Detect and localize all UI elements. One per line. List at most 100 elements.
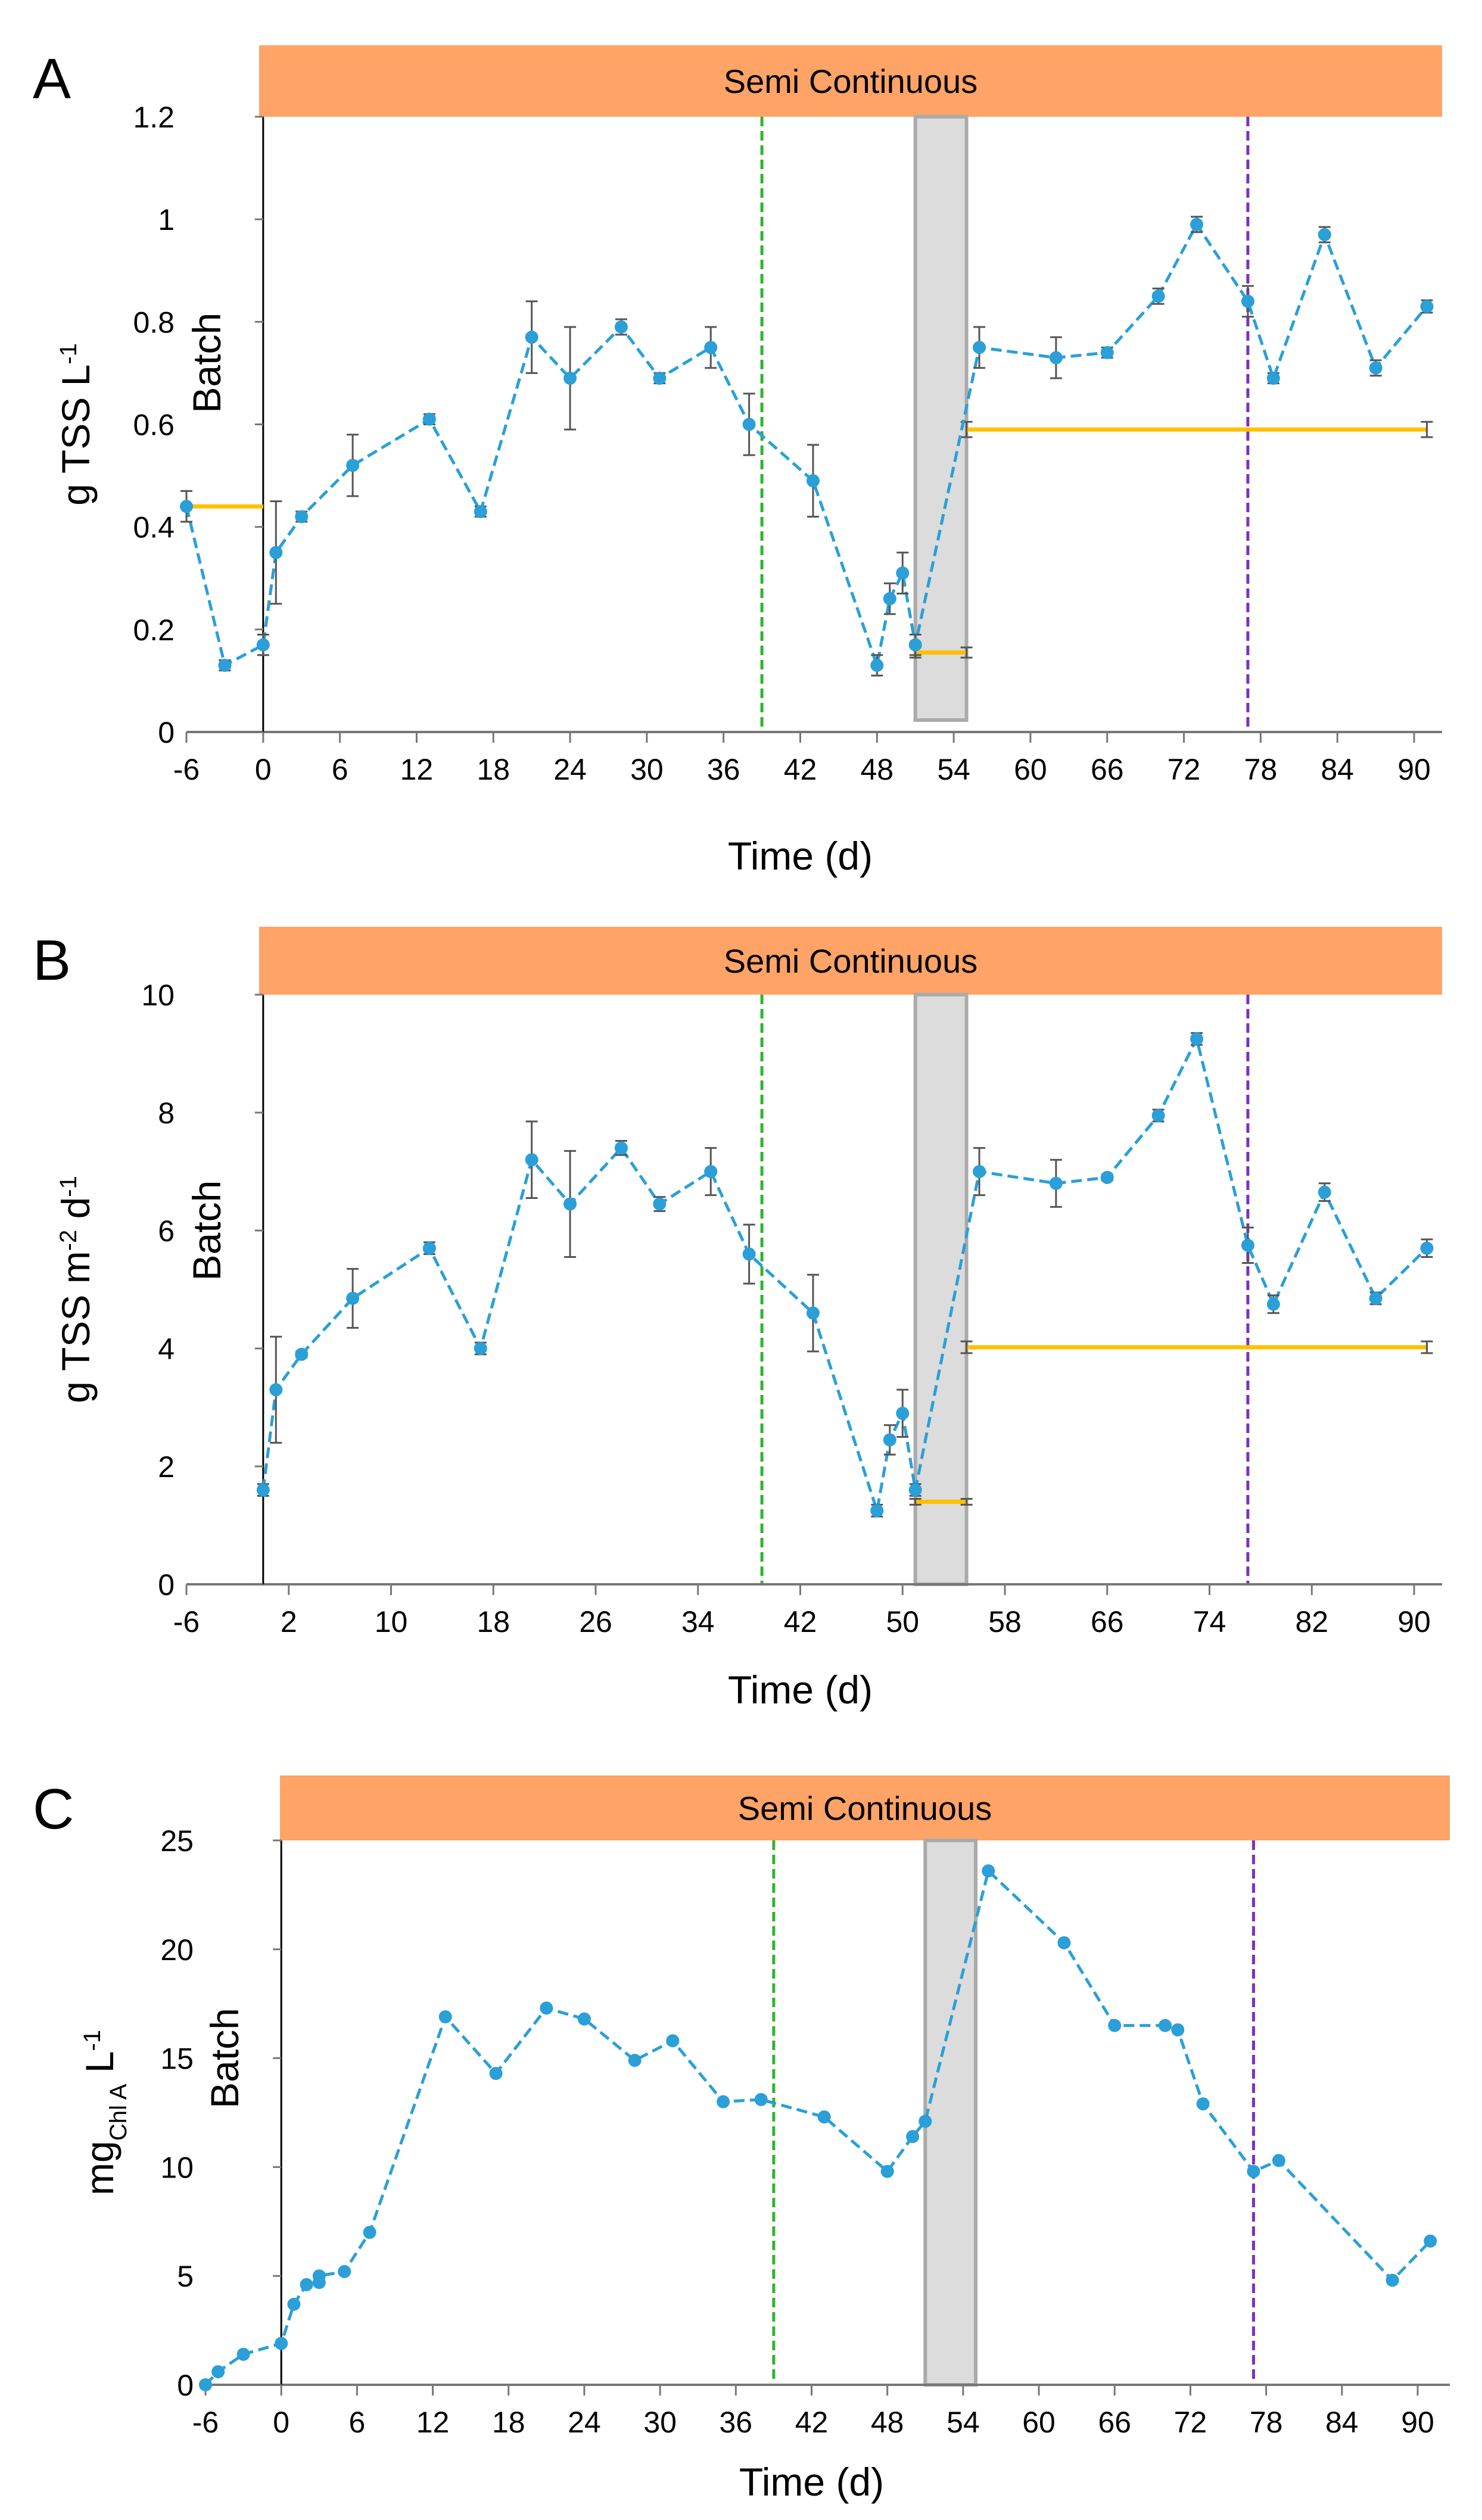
data-point: [1151, 1108, 1165, 1122]
x-tick-label: 6: [332, 753, 348, 786]
semi-continuous-band: [280, 1775, 1450, 1840]
data-point: [422, 1241, 436, 1255]
x-tick-label: 72: [1167, 753, 1201, 786]
x-tick-label: 84: [1321, 753, 1354, 786]
data-point: [908, 638, 922, 652]
x-tick-label: 24: [553, 753, 587, 786]
data-point: [1272, 2154, 1285, 2167]
y-title-part: -1: [79, 2030, 105, 2051]
data-point: [1266, 1297, 1280, 1311]
batch-label: Batch: [185, 313, 229, 413]
data-point: [742, 1247, 756, 1261]
y-tick-label: 0.2: [133, 613, 175, 647]
y-tick-label: 0.6: [133, 409, 175, 442]
x-axis-title: Time (d): [728, 1668, 873, 1712]
data-point: [973, 341, 986, 354]
data-point: [474, 1342, 487, 1355]
y-axis-title: g TSS m-2 d-1: [54, 1176, 98, 1403]
data-point: [628, 2054, 642, 2067]
x-tick-label: -6: [173, 753, 200, 786]
data-point: [1266, 372, 1280, 385]
data-point: [577, 2012, 591, 2026]
y-tick-label: 2: [158, 1450, 175, 1484]
y-title-part: L: [77, 2051, 122, 2084]
data-point: [1190, 217, 1204, 231]
batch-label: Batch: [185, 1180, 229, 1281]
y-tick-label: 1.2: [133, 101, 175, 134]
data-point: [1108, 2019, 1122, 2032]
x-tick-label: 24: [568, 2406, 601, 2439]
panel-a: A Semi Continuous -6 0 6 12 18 24 30 36 42 48 54 60 66…: [33, 45, 1442, 878]
data-point: [870, 659, 884, 672]
x-tick-label: 26: [579, 1605, 612, 1639]
x-tick-label: 12: [416, 2406, 450, 2439]
data-point: [474, 504, 487, 518]
data-point: [563, 372, 577, 385]
data-point: [312, 2269, 326, 2283]
data-point: [1057, 1936, 1071, 1949]
x-tick-label: 50: [886, 1605, 919, 1639]
y-title-part: -1: [55, 1176, 82, 1197]
data-point: [717, 2095, 730, 2108]
data-point: [563, 1197, 577, 1211]
data-point: [256, 1483, 270, 1497]
x-tick-label: -6: [192, 2406, 219, 2439]
x-tick-label: -6: [173, 1605, 200, 1639]
data-point: [489, 2067, 503, 2080]
data-point: [1190, 1032, 1204, 1046]
data-point: [338, 2264, 351, 2278]
x-tick-label: 18: [477, 1605, 510, 1639]
y-title-part: -2: [55, 1230, 82, 1251]
x-tick-label: 48: [871, 2406, 904, 2439]
x-tick-label: 42: [795, 2406, 829, 2439]
data-point: [704, 1165, 718, 1178]
data-point: [346, 1291, 360, 1305]
transition-span: [913, 993, 969, 1586]
data-point: [908, 1483, 922, 1497]
x-tick-label: 54: [937, 753, 970, 786]
batch-label: Batch: [203, 2008, 247, 2108]
y-tick-label: 0: [158, 1568, 175, 1602]
data-point: [1049, 351, 1063, 365]
x-tick-label: 36: [707, 753, 740, 786]
data-point: [1171, 2023, 1185, 2037]
data-point: [275, 2337, 288, 2350]
x-tick-label: 30: [643, 2406, 677, 2439]
y-tick-label: 10: [160, 2151, 194, 2184]
data-point: [666, 2034, 680, 2048]
x-tick-label: 18: [492, 2406, 525, 2439]
data-point: [1318, 1185, 1331, 1199]
data-point: [653, 1197, 667, 1211]
y-tick-label: 0.8: [133, 306, 175, 339]
y-tick-label: 5: [177, 2260, 194, 2293]
y-tick-label: 8: [158, 1097, 175, 1130]
data-point: [346, 459, 360, 472]
data-point: [817, 2110, 831, 2124]
x-tick-label: 78: [1250, 2406, 1283, 2439]
y-title-part: mg: [77, 2141, 122, 2195]
panel-c: C Semi Continuous -6 0 6 12 18 24 30 36 42 48 54 60 66…: [33, 1775, 1450, 2504]
data-point: [269, 1383, 283, 1397]
data-point: [880, 2164, 894, 2178]
x-tick-label: 78: [1244, 753, 1278, 786]
y-title-part: d: [54, 1197, 98, 1230]
x-tick-label: 66: [1091, 1605, 1124, 1639]
x-tick-label: 58: [988, 1605, 1022, 1639]
y-tick-label: 4: [158, 1332, 175, 1366]
y-tick-label: 6: [158, 1214, 175, 1248]
x-tick-label: 48: [861, 753, 894, 786]
data-point: [199, 2378, 212, 2391]
data-point: [1386, 2273, 1399, 2287]
data-point: [236, 2347, 250, 2361]
data-point: [295, 1347, 309, 1361]
x-tick-label: 42: [784, 1605, 817, 1639]
y-tick-label: 25: [160, 1824, 194, 1858]
transition-span: [913, 115, 969, 722]
x-tick-label: 30: [630, 753, 664, 786]
data-point: [525, 331, 538, 344]
panel-letter: A: [33, 47, 71, 111]
y-axis-title: g TSS L-1: [54, 343, 98, 506]
data-point: [438, 2010, 452, 2024]
data-point: [614, 320, 628, 334]
data-point: [1424, 2234, 1437, 2248]
